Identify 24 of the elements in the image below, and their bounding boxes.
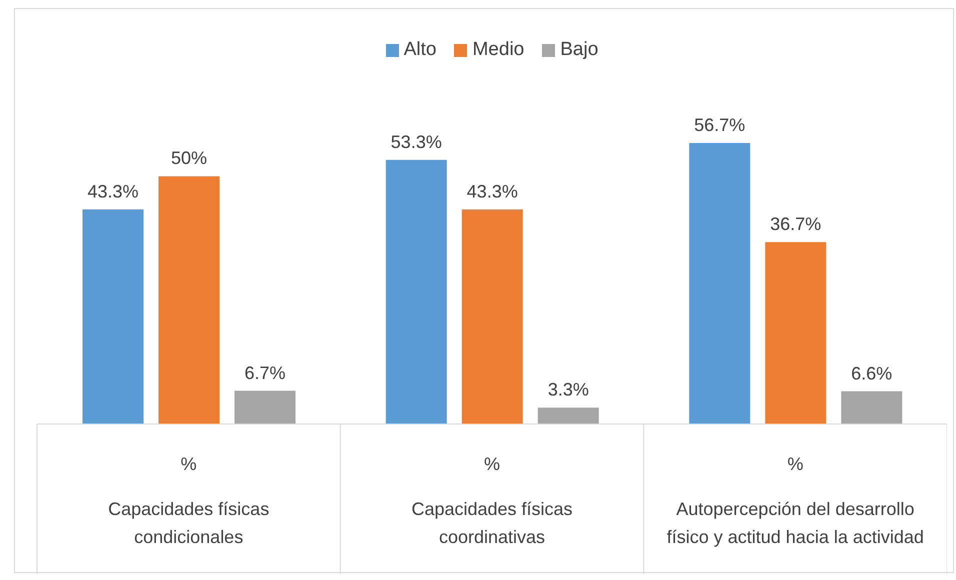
- bar: [462, 209, 523, 424]
- bar: [689, 143, 750, 424]
- data-label: 43.3%: [87, 181, 139, 202]
- data-label: 6.7%: [244, 362, 286, 383]
- legend-label: Medio: [471, 39, 524, 61]
- legend-label: Alto: [402, 39, 436, 61]
- bar: [158, 176, 220, 424]
- data-label: 36.7%: [770, 214, 822, 234]
- bar: [538, 408, 599, 424]
- data-label: 56.7%: [694, 115, 746, 135]
- category-label: % Capacidades físicas condicionales: [108, 454, 270, 547]
- category-label: % Capacidades físicas coordinativas: [411, 454, 573, 547]
- data-label: 53.3%: [390, 132, 442, 152]
- bar: [82, 209, 144, 424]
- bar: [841, 391, 902, 424]
- data-label: 50%: [170, 148, 208, 168]
- bar: [386, 160, 447, 424]
- data-label: 3.3%: [548, 380, 589, 400]
- category-label: % Autopercepción del desarrollo físico y actitud hacia la actividad: [666, 454, 924, 547]
- legend-label: Bajo: [559, 39, 598, 61]
- data-label: 6.6%: [851, 363, 892, 384]
- bar: [234, 390, 296, 424]
- bar: [765, 242, 826, 424]
- data-label: 43.3%: [466, 181, 518, 202]
